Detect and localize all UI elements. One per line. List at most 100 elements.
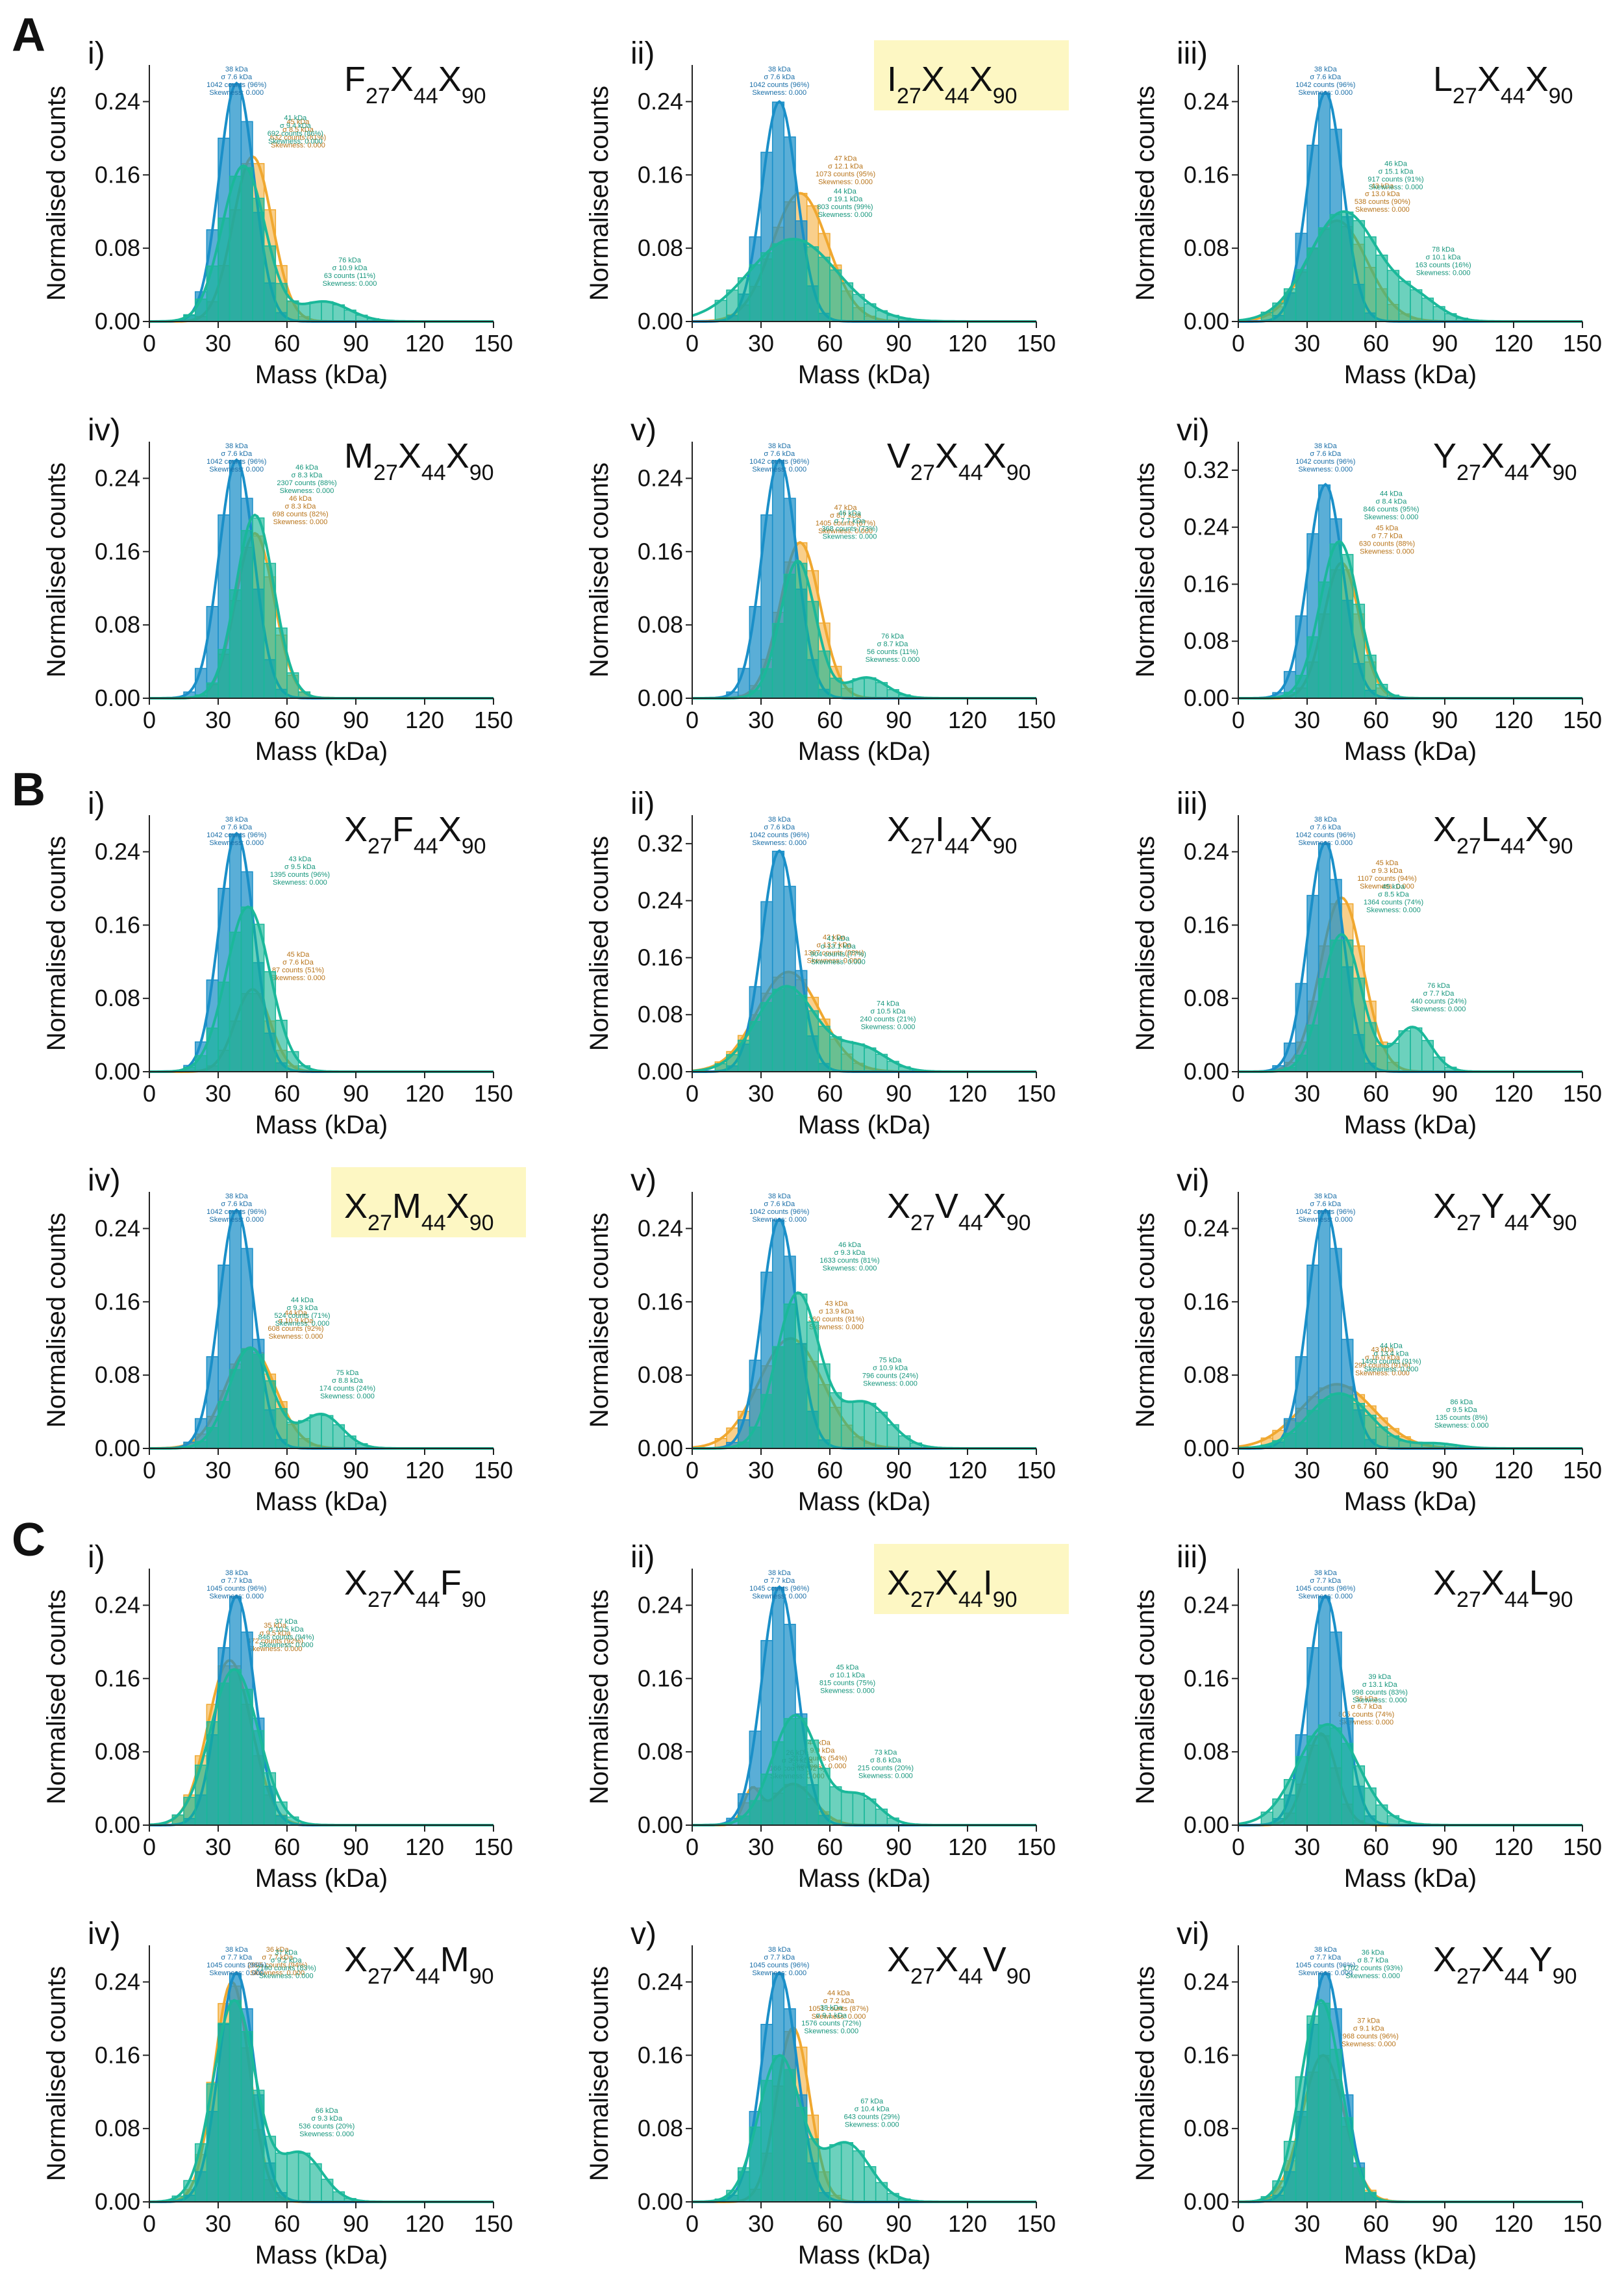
peak-annotation: 38 kDa σ 7.6 kDa 1042 counts (96%) Skewness… [749, 66, 809, 97]
annotation-line: 524 counts (71%) [274, 1312, 330, 1320]
y-tick-label: 0.08 [1184, 1361, 1229, 1388]
x-tick-label: 90 [343, 707, 369, 733]
title-subscript: 90 [462, 1587, 486, 1612]
panel-c-1: 35 kDa σ 9.5 kDa 472 counts (92%) Skewness:… [42, 1540, 513, 1893]
title-residue: X [344, 1187, 368, 1226]
y-tick-label: 0.16 [1184, 161, 1229, 188]
peak-annotation: 44 kDa σ 13.4 kDa 1493 counts (91%) Skewnes… [1361, 1342, 1421, 1373]
histogram-green [183, 906, 311, 1072]
annotation-line: σ 7.7 kDa [262, 1954, 294, 1962]
histogram-bar [286, 1051, 299, 1072]
title-residue: X [969, 810, 993, 849]
panel-label: iv) [88, 1917, 121, 1951]
x-tick-label: 60 [1363, 1834, 1389, 1860]
annotation-line: 38 kDa [225, 1946, 249, 1954]
peak-annotation: 38 kDa σ 7.6 kDa 1042 counts (96%) Skewness… [749, 442, 809, 473]
histogram-bar [737, 277, 751, 322]
x-tick-label: 150 [474, 1457, 513, 1483]
annotation-line: σ 10.1 kDa [1426, 253, 1462, 261]
annotation-line: σ 13.7 kDa [816, 941, 852, 949]
annotation-line: 38 kDa [1314, 1193, 1338, 1200]
y-tick-label: 0.08 [95, 1361, 140, 1388]
annotation-line: 472 counts (92%) [247, 1637, 303, 1645]
x-tick-label: 120 [405, 1080, 444, 1107]
y-tick-label: 0.24 [638, 464, 683, 491]
y-tick-label: 0.24 [95, 838, 140, 865]
fit-curve-blue [692, 1585, 1036, 1826]
annotation-line: Skewness: 0.000 [1360, 883, 1414, 890]
annotation-line: 1042 counts (96%) [1295, 1208, 1355, 1216]
annotation-line: 36 kDa [266, 1946, 290, 1954]
annotation-line: σ 7.6 kDa [764, 73, 795, 81]
histogram-bar [783, 238, 796, 322]
histogram-bar [806, 246, 819, 322]
panel-c-6: 37 kDa σ 9.1 kDa 2968 counts (96%) Skewness… [1131, 1917, 1602, 2269]
y-tick-label: 0.00 [95, 1058, 140, 1085]
y-tick-label: 0.24 [1184, 1968, 1229, 1995]
y-tick-label: 0.24 [1184, 88, 1229, 114]
x-axis-label: Mass (kDa) [798, 2241, 931, 2269]
annotation-line: 36 kDa [1355, 1695, 1379, 1703]
histogram-green [171, 2000, 356, 2203]
x-tick-label: 150 [1563, 1457, 1602, 1483]
annotation-line: Skewness: 0.000 [752, 89, 806, 97]
section-label-b: B [12, 764, 45, 816]
panel-title: X27X44F90 [344, 1563, 486, 1612]
histogram-bar [275, 1801, 288, 1826]
histogram-bar [240, 1689, 253, 1826]
title-residue: X [390, 60, 414, 99]
annotation-line: Skewness: 0.000 [209, 1216, 264, 1224]
title-subscript: 90 [1006, 461, 1031, 485]
peak-annotation: 37 kDa σ 9.1 kDa 2968 counts (96%) Skewness… [1339, 2017, 1399, 2048]
title-subscript: 44 [958, 461, 983, 485]
histogram-bar [218, 649, 231, 699]
histogram-bar [206, 265, 219, 322]
panel-title: X27X44L90 [1433, 1563, 1573, 1612]
y-tick-label: 0.16 [638, 944, 683, 970]
histogram-bar [1341, 2117, 1354, 2203]
annotation-line: 368 counts (73%) [821, 525, 877, 533]
peak-annotation: 36 kDa σ 8.7 kDa 1702 counts (93%) Skewness… [1343, 1949, 1403, 1980]
histogram-bar [321, 301, 334, 322]
y-tick-label: 0.08 [1184, 2115, 1229, 2141]
x-tick-label: 120 [405, 330, 444, 357]
annotation-line: Skewness: 0.000 [1369, 184, 1423, 192]
histogram-green [714, 238, 911, 322]
annotation-line: Skewness: 0.000 [818, 527, 873, 535]
y-tick-label: 0.24 [1184, 1215, 1229, 1241]
y-tick-label: 0.00 [638, 685, 683, 711]
annotation-line: 1042 counts (96%) [206, 458, 266, 466]
annotation-line: Skewness: 0.000 [269, 1333, 323, 1341]
fit-curve-blue [149, 458, 493, 700]
y-tick-label: 0.08 [638, 1738, 683, 1765]
y-tick-label: 0.00 [1184, 1058, 1229, 1085]
fit-curve-blue [692, 458, 1036, 700]
title-subscript: 90 [469, 1964, 494, 1989]
histogram-bar [240, 167, 253, 322]
y-tick-label: 0.08 [95, 985, 140, 1011]
annotation-line: 76 kDa [338, 257, 362, 264]
peak-annotation: 44 kDa σ 9.3 kDa 524 counts (71%) Skewness:… [274, 1296, 330, 1328]
annotation-line: 643 counts (29%) [844, 2113, 900, 2121]
x-tick-label: 60 [1363, 707, 1389, 733]
annotation-line: 38 kDa [225, 66, 249, 73]
histogram-bar [760, 668, 773, 699]
annotation-line: Skewness: 0.000 [845, 2121, 899, 2128]
histogram-bar [852, 1793, 865, 1826]
y-tick-label: 0.08 [1184, 1738, 1229, 1765]
y-axis-label: Normalised counts [1131, 1966, 1160, 2181]
annotation-line: 1042 counts (96%) [206, 81, 266, 89]
histogram-bar [852, 1043, 865, 1072]
y-tick-label: 0.24 [638, 1591, 683, 1618]
annotation-line: σ 8.5 kDa [1378, 890, 1410, 898]
panel-title: X27X44Y90 [1433, 1940, 1577, 1989]
x-tick-label: 60 [274, 707, 300, 733]
annotation-line: Skewness: 0.000 [209, 1593, 264, 1600]
title-subscript: 27 [1456, 1964, 1481, 1989]
histogram-bar [829, 1036, 842, 1072]
title-subscript: 44 [958, 1587, 983, 1612]
x-tick-label: 150 [1017, 2210, 1056, 2237]
annotation-line: 1051 counts (87%) [808, 2005, 868, 2013]
peak-annotation: 36 kDa σ 6.7 kDa 805 counts (74%) Skewness:… [1338, 1695, 1394, 1726]
